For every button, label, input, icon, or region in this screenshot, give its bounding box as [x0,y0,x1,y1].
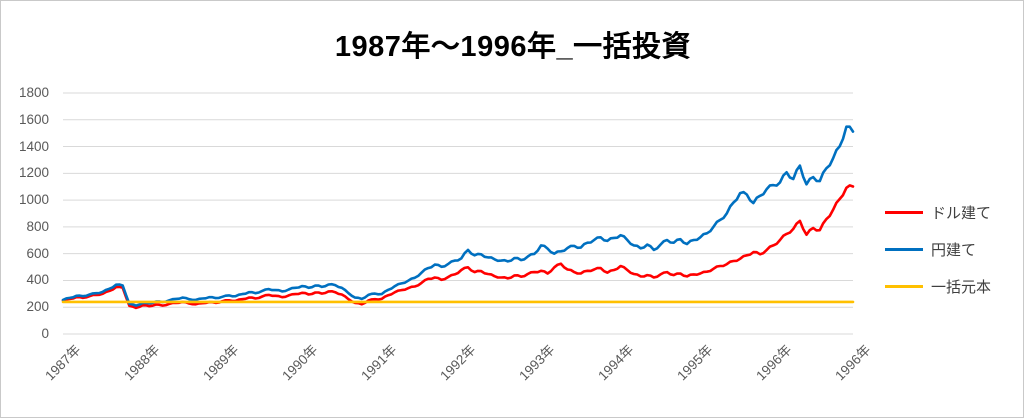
y-tick-label: 400 [26,272,49,288]
y-tick-label: 1400 [18,138,49,154]
y-tick-label: 1000 [18,192,49,208]
legend-line-swatch [885,248,923,251]
legend: ドル建て円建て一括元本 [885,194,991,305]
legend-item-dollar: ドル建て [885,194,991,231]
y-tick-label: 1200 [18,165,49,181]
y-tick-label: 1600 [18,111,49,127]
series-dollar-line [61,184,855,310]
legend-label: ドル建て [931,205,992,222]
chart-title: 1987年～1996年_一括投資 [334,31,692,63]
legend-line-swatch [885,211,923,214]
y-tick-label: 800 [26,218,49,234]
legend-item-principal: 一括元本 [885,268,991,305]
y-tick-label: 0 [41,326,49,341]
legend-label: 円建て [931,242,977,259]
legend-item-yen: 円建て [885,231,991,268]
legend-line-swatch [885,285,923,288]
y-tick-label: 200 [26,299,49,315]
y-tick-label: 1800 [18,85,49,100]
legend-label: 一括元本 [931,279,992,296]
series-yen-line [61,125,855,307]
y-tick-label: 600 [26,245,49,261]
